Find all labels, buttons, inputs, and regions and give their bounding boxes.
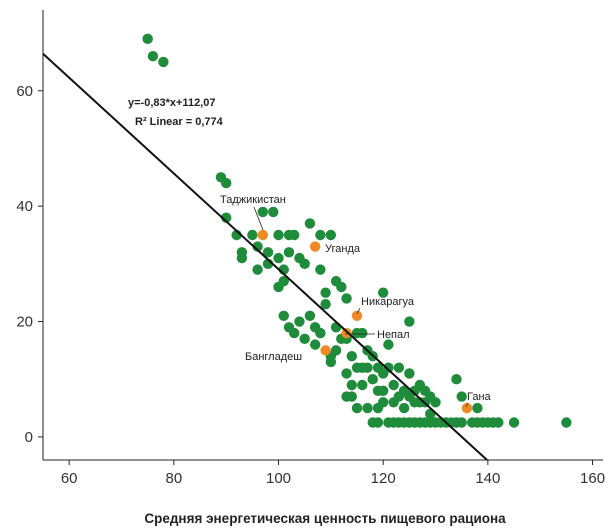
x-tick-label: 120 [371,470,396,487]
data-point [341,293,352,304]
data-point [472,402,483,414]
data-point [357,327,368,339]
tick-labels: 60 80 100 120 140 160 0 20 40 60 [16,83,605,487]
data-point [220,177,232,189]
y-tick-label: 20 [16,314,33,331]
regression-line [42,52,488,461]
data-point [383,362,394,373]
data-point [278,310,289,321]
data-point [304,310,316,321]
data-point [278,275,289,287]
annotation-leader [253,206,264,231]
annotation-label: Уганда [325,243,361,255]
data-point [404,316,415,327]
x-tick-label: 100 [266,470,291,487]
data-point [341,368,352,379]
data-point [299,333,310,345]
annotation-label: Гана [467,391,492,403]
data-point [561,417,572,428]
axes [38,10,603,465]
data-point [398,402,410,414]
data-point [315,264,326,275]
annotations: Таджикистан Уганда Никарагуа Непал Бангладеш… [220,194,492,408]
data-point [158,56,169,68]
data-point [451,374,462,385]
data-point [383,339,394,350]
annotation-leader [465,402,469,408]
data-point [377,287,389,298]
data-points [142,33,572,428]
data-point [236,252,248,264]
data-point [273,252,284,264]
data-point [367,374,378,385]
data-point [252,264,263,275]
annotation-label: Непал [377,329,410,341]
data-point [320,287,331,298]
highlight-point [351,310,363,321]
data-point [325,356,337,368]
data-point [330,345,342,356]
data-point [262,247,274,258]
data-point [493,417,504,428]
r-squared-label: R² Linear = 0,774 [135,116,224,128]
data-point [273,229,284,241]
data-point [299,258,310,270]
data-point [289,229,300,241]
y-tick-label: 60 [16,83,33,100]
data-point [430,397,441,408]
data-point [362,362,373,373]
data-point [346,350,357,362]
data-point [294,316,305,327]
annotation-label: Таджикистан [220,194,286,206]
highlight-point [257,229,269,241]
data-point [357,379,368,391]
data-point [336,281,347,293]
highlight-point [320,345,331,356]
regression-equation: y=-0,83*x+112,07 [128,97,215,109]
data-point [372,417,384,428]
highlight-point [341,327,352,339]
data-point [315,327,326,339]
data-point [330,322,342,333]
data-point [508,417,520,428]
data-point [351,402,363,414]
data-point [362,402,373,414]
data-point [147,50,159,62]
x-tick-label: 80 [165,470,182,487]
x-tick-label: 60 [61,470,78,487]
y-tick-label: 40 [16,198,33,215]
x-tick-label: 140 [475,470,500,487]
data-point [309,339,321,350]
data-point [268,206,279,218]
highlight-point [309,241,321,252]
data-point [377,385,389,396]
data-point [257,206,269,218]
x-axis-title: Средняя энергетическая ценность пищевого… [144,511,506,526]
data-point [377,397,389,408]
data-point [252,241,263,252]
highlight-point [461,402,473,414]
data-point [283,247,295,258]
data-point [304,218,316,229]
annotation-label: Никарагуа [361,296,415,308]
annotation-leader [356,307,361,315]
data-point [289,327,300,339]
data-point [404,368,415,379]
data-point [315,229,326,241]
data-point [247,229,258,241]
data-point [393,362,405,373]
trendline-group [42,52,488,461]
data-point [346,391,357,402]
data-point [346,379,357,391]
data-point [388,379,399,391]
y-tick-label: 0 [25,429,33,446]
data-point [325,229,337,241]
x-tick-label: 160 [580,470,605,487]
data-point [456,391,467,402]
data-point [456,417,467,428]
data-point [320,299,331,310]
data-point [142,33,153,45]
annotation-label: Бангладеш [245,351,302,363]
